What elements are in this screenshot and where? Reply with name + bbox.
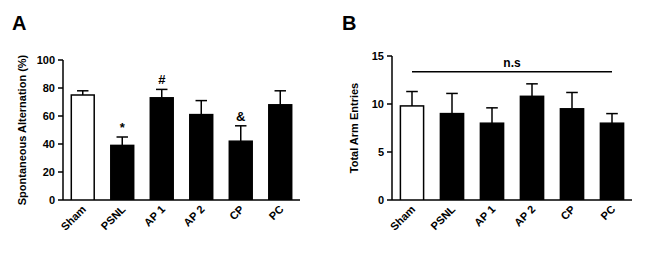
error-cap [77, 90, 88, 92]
annotation: & [236, 109, 245, 124]
error-stem [491, 108, 493, 123]
error-cap [235, 125, 246, 127]
error-bar [606, 114, 618, 124]
error-bar [446, 93, 458, 113]
y-tick-label: 40 [43, 138, 55, 150]
y-tick [58, 199, 63, 201]
error-bar [486, 108, 498, 123]
error-bar [526, 84, 538, 96]
bar [400, 106, 423, 200]
y-axis-label: Total Arm Entries [348, 83, 360, 173]
error-bar [77, 91, 88, 95]
x-tick-label: AP 1 [142, 203, 168, 229]
error-cap [486, 107, 498, 109]
error-cap [275, 90, 286, 92]
y-tick [387, 55, 392, 57]
error-stem [280, 91, 282, 105]
annotation: * [120, 120, 126, 135]
error-stem [161, 89, 163, 97]
error-stem [122, 137, 124, 145]
y-tick-label: 5 [378, 146, 384, 158]
error-stem [611, 114, 613, 124]
x-tick-label: Sham [58, 203, 88, 233]
bar [440, 114, 463, 200]
panel-letter: A [12, 12, 26, 34]
error-stem [531, 84, 533, 96]
error-cap [406, 91, 418, 93]
error-stem [571, 92, 573, 108]
error-bar [117, 137, 128, 145]
error-bar [196, 101, 207, 115]
error-stem [451, 93, 453, 113]
figure: ASpontaneous Alternation (%)020406080100… [0, 0, 657, 265]
error-bar [156, 89, 167, 97]
y-axis-label: Spontaneous Alternation (%) [16, 54, 28, 205]
y-tick [387, 151, 392, 153]
panel: B Total Arm Entries 0 5 10 15 Sham PSNL AP 1 AP 2… [342, 12, 632, 233]
y-tick [58, 115, 63, 117]
bar [150, 98, 173, 200]
bar [71, 95, 94, 200]
bar [520, 96, 543, 200]
x-axis [392, 199, 632, 201]
error-bar [566, 92, 578, 108]
x-tick-label: PSNL [98, 203, 127, 232]
x-tick-label: AP 2 [512, 203, 538, 229]
bar [480, 123, 503, 200]
error-cap [526, 83, 538, 85]
bar [190, 115, 213, 200]
x-tick-label: PC [598, 203, 617, 222]
marks [71, 89, 291, 200]
y-tick [58, 59, 63, 61]
y-tick-label: 0 [49, 194, 55, 206]
bar [560, 109, 583, 200]
y-tick-label: 15 [372, 50, 384, 62]
x-tick-label: CP [227, 203, 246, 222]
y-tick-label: 10 [372, 98, 384, 110]
bar [229, 141, 252, 200]
panel-letter: B [342, 12, 356, 34]
error-cap [446, 93, 458, 95]
y-tick [58, 143, 63, 145]
annotation: n.s [503, 56, 521, 70]
error-stem [411, 92, 413, 106]
error-bar [235, 126, 246, 141]
error-cap [196, 100, 207, 102]
error-cap [566, 92, 578, 94]
x-tick-label: Sham [388, 203, 418, 233]
bar [600, 123, 623, 200]
y-tick [387, 103, 392, 105]
error-cap [156, 89, 167, 91]
x-tick-label: PSNL [428, 203, 457, 232]
y-tick-label: 0 [378, 194, 384, 206]
y-tick-label: 20 [43, 166, 55, 178]
y-axis [391, 56, 393, 200]
y-tick [58, 87, 63, 89]
x-tick-label: PC [266, 203, 285, 222]
marks [400, 84, 623, 200]
y-tick [387, 199, 392, 201]
error-stem [201, 101, 203, 115]
y-tick-label: 60 [43, 110, 55, 122]
error-stem [240, 126, 242, 141]
error-bar [275, 91, 286, 105]
y-tick [58, 171, 63, 173]
bar [111, 145, 134, 200]
error-bar [406, 92, 418, 106]
x-tick-label: AP 2 [181, 203, 207, 229]
y-tick-label: 80 [43, 82, 55, 94]
x-tick-label: CP [558, 203, 577, 222]
error-cap [606, 113, 618, 115]
bar [269, 105, 292, 200]
y-tick-label: 100 [37, 54, 55, 66]
annotation: # [158, 72, 166, 87]
panel: A Spontaneous Alternation (%) 0 20 40 60 80 100… [12, 12, 300, 233]
error-cap [117, 136, 128, 138]
x-tick-label: AP 1 [472, 203, 498, 229]
y-axis [62, 60, 64, 200]
annotation-line [412, 71, 612, 73]
x-axis [63, 199, 300, 201]
